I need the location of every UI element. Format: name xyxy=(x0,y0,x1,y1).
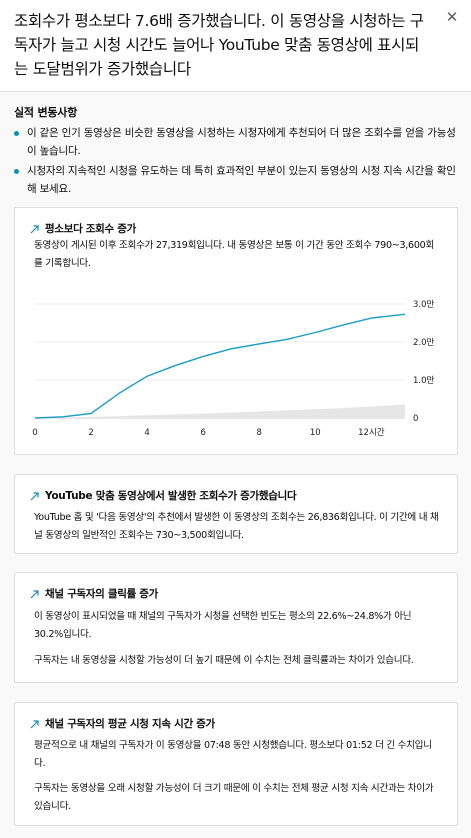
views-increase-card: 평소보다 조회수 증가 동영상이 게시된 이후 조회수가 27,319회입니다.… xyxy=(14,207,458,455)
section-title: 실적 변동사항 xyxy=(14,106,78,119)
y-tick-label: 2.0만 xyxy=(413,338,435,348)
card-title-label: YouTube 맞춤 동영상에서 발생한 조회수가 증가했습니다 xyxy=(45,490,297,502)
recommended-views-card: YouTube 맞춤 동영상에서 발생한 조회수가 증가했습니다 YouTube… xyxy=(14,474,458,554)
close-icon[interactable]: ✕ xyxy=(445,8,459,26)
bullet-item: 시청자의 지속적인 시청을 유도하는 데 특히 효과적인 부분이 있는지 동영상… xyxy=(14,162,460,198)
x-tick-label: 12시간 xyxy=(358,427,385,438)
trending-up-arrow-icon xyxy=(30,719,39,728)
card-title-label: 평소보다 조회수 증가 xyxy=(45,223,136,235)
views-series-line xyxy=(34,313,406,419)
bullet-dot-icon xyxy=(14,131,19,136)
trending-up-arrow-icon xyxy=(30,491,39,500)
x-tick-label: 0 xyxy=(32,428,37,438)
card-description: 이 동영상이 표시되었을 때 채널의 구독자가 시청을 선택한 빈도는 평소의 … xyxy=(34,611,412,640)
card-description: YouTube 홈 및 '다음 동영상'의 추천에서 발생한 이 동영상의 조회… xyxy=(34,512,439,541)
y-tick-label: 3.0만 xyxy=(413,300,435,310)
bullet-dot-icon xyxy=(14,169,19,174)
card-title: 채널 구독자의 클릭률 증가 xyxy=(29,586,158,601)
card-title-label: 채널 구독자의 평균 시청 지속 시간 증가 xyxy=(45,718,215,730)
insight-headline: 조회수가 평소보다 7.6배 증가했습니다. 이 동영상을 시청하는 구독자가 … xyxy=(14,12,424,78)
x-tick-label: 2 xyxy=(88,428,93,438)
x-tick-label: 6 xyxy=(200,428,205,438)
card-description: 동영상이 게시된 이후 조회수가 27,319회입니다. 내 동영상은 보통 이… xyxy=(34,240,434,269)
performance-changes-section: 실적 변동사항 이 같은 인기 동영상은 비슷한 동영상을 시청하는 시청자에게… xyxy=(14,104,460,200)
subscriber-ctr-card: 채널 구독자의 클릭률 증가 이 동영상이 표시되었을 때 채널의 구독자가 시… xyxy=(14,572,458,683)
bullet-text: 시청자의 지속적인 시청을 유도하는 데 특히 효과적인 부분이 있는지 동영상… xyxy=(27,165,456,195)
card-note: 구독자는 동영상을 오래 시청할 가능성이 더 크기 때문에 이 수치는 전체 … xyxy=(34,783,434,812)
insight-header: 조회수가 평소보다 7.6배 증가했습니다. 이 동영상을 시청하는 구독자가 … xyxy=(0,0,471,92)
trending-up-arrow-icon xyxy=(30,224,39,233)
typical-range-area xyxy=(35,404,405,418)
y-tick-label: 1.0만 xyxy=(413,376,435,386)
y-tick-label: 0 xyxy=(413,414,418,424)
bullet-item: 이 같은 인기 동영상은 비슷한 동영상을 시청하는 시청자에게 추천되어 더 … xyxy=(14,124,460,160)
card-note: 구독자는 내 동영상을 시청할 가능성이 더 높기 때문에 이 수치는 전체 클… xyxy=(34,655,414,666)
x-tick-label: 4 xyxy=(144,428,149,438)
card-description: 평균적으로 내 채널의 구독자가 이 동영상을 07:48 동안 시청했습니다.… xyxy=(34,740,432,769)
views-line-chart: 0 1.0만 2.0만 3.0만 0 2 4 6 8 10 12시간 xyxy=(32,300,435,438)
x-tick-label: 10 xyxy=(310,428,321,438)
x-tick-label: 8 xyxy=(257,428,262,438)
card-title-label: 채널 구독자의 클릭률 증가 xyxy=(45,588,159,600)
trending-up-arrow-icon xyxy=(30,589,39,598)
card-title: 채널 구독자의 평균 시청 지속 시간 증가 xyxy=(29,716,215,731)
card-title: 평소보다 조회수 증가 xyxy=(29,221,136,236)
bullet-text: 이 같은 인기 동영상은 비슷한 동영상을 시청하는 시청자에게 추천되어 더 … xyxy=(27,127,456,157)
card-title: YouTube 맞춤 동영상에서 발생한 조회수가 증가했습니다 xyxy=(29,488,297,503)
subscriber-watch-time-card: 채널 구독자의 평균 시청 지속 시간 증가 평균적으로 내 채널의 구독자가 … xyxy=(14,702,458,826)
